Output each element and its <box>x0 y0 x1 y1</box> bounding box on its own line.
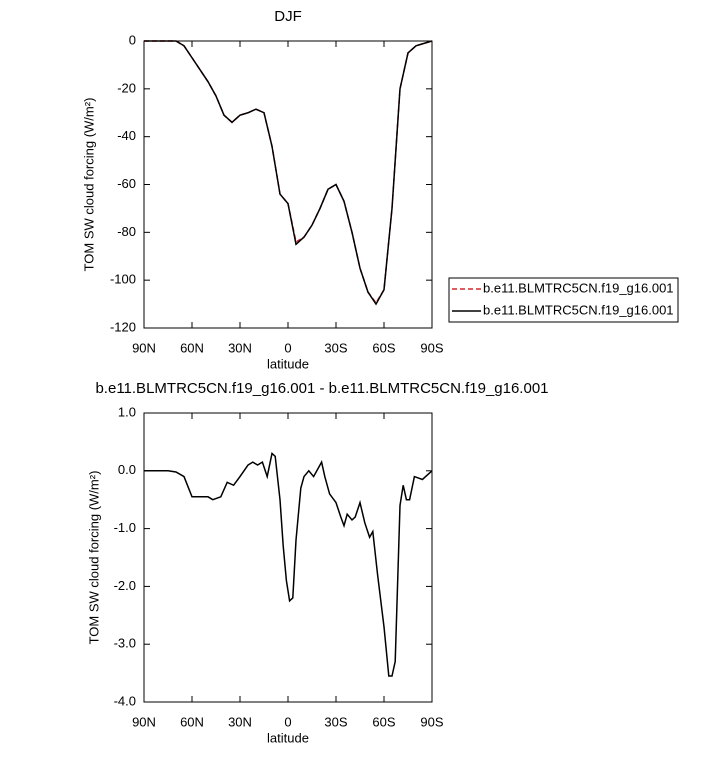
y-tick-label: 0 <box>129 32 136 47</box>
legend-label: b.e11.BLMTRC5CN.f19_g16.001 <box>483 280 674 295</box>
legend-label: b.e11.BLMTRC5CN.f19_g16.001 <box>483 302 674 317</box>
x-tick-label: 90N <box>132 340 156 355</box>
x-tick-label: 30S <box>324 340 347 355</box>
x-tick-label: 90S <box>420 340 443 355</box>
chart-title: DJF <box>274 8 302 25</box>
x-tick-label: 30N <box>228 714 252 729</box>
series-line <box>144 452 433 677</box>
y-tick-label: -20 <box>117 80 136 95</box>
y-tick-label: -3.0 <box>114 636 136 651</box>
chart-title: b.e11.BLMTRC5CN.f19_g16.001 - b.e11.BLMT… <box>95 380 548 397</box>
x-tick-label: 0 <box>284 714 291 729</box>
y-tick-label: -1.0 <box>114 520 136 535</box>
x-tick-label: 0 <box>284 340 291 355</box>
y-tick-label: 0.0 <box>118 462 136 477</box>
series-line <box>144 40 433 306</box>
x-axis-label: latitude <box>267 356 309 371</box>
y-tick-label: -80 <box>117 224 136 239</box>
y-tick-label: -2.0 <box>114 578 136 593</box>
x-tick-label: 30S <box>324 714 347 729</box>
x-tick-label: 60S <box>372 714 395 729</box>
x-tick-label: 30N <box>228 340 252 355</box>
x-tick-label: 60N <box>180 714 204 729</box>
y-axis-label: TOM SW cloud forcing (W/m²) <box>81 98 96 272</box>
y-tick-label: 1.0 <box>118 404 136 419</box>
series-line <box>144 40 433 305</box>
x-axis-label: latitude <box>267 730 309 745</box>
plot-frame <box>143 412 433 703</box>
x-tick-label: 90N <box>132 714 156 729</box>
legend-box <box>448 277 679 323</box>
y-tick-label: -60 <box>117 176 136 191</box>
y-axis-label: TOM SW cloud forcing (W/m²) <box>86 471 101 645</box>
plot-frame <box>143 40 433 329</box>
x-tick-label: 60S <box>372 340 395 355</box>
x-tick-label: 90S <box>420 714 443 729</box>
x-tick-label: 60N <box>180 340 204 355</box>
y-tick-label: -120 <box>110 319 136 334</box>
y-tick-label: -4.0 <box>114 693 136 708</box>
y-tick-label: -40 <box>117 128 136 143</box>
y-tick-label: -100 <box>110 272 136 287</box>
